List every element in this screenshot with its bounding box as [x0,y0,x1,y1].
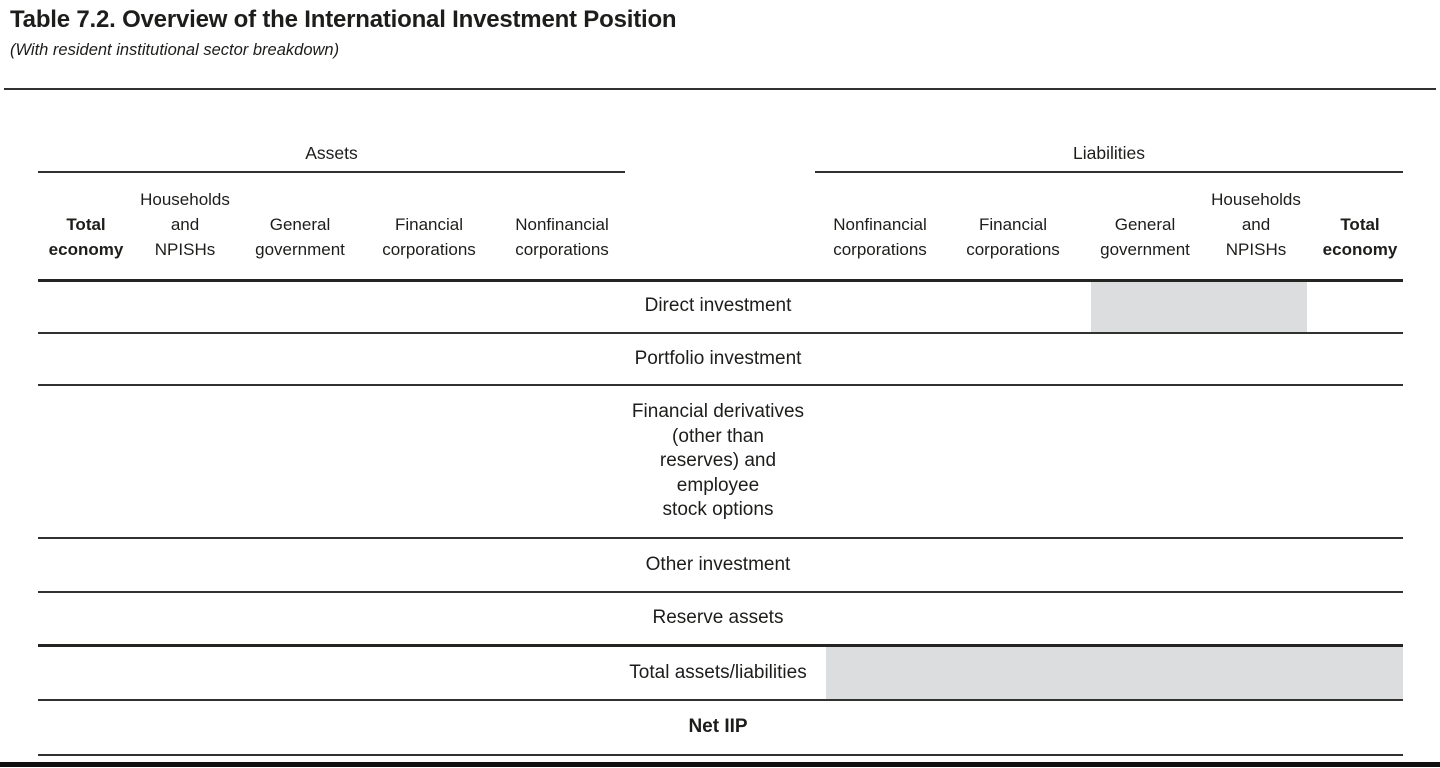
row-label-direct-investment: Direct investment [644,295,792,317]
column-header-assets-general-government: General government [255,215,345,259]
table-top-rule [38,279,1403,282]
title-rule [4,88,1436,90]
row-rule-4 [38,591,1403,593]
column-header-liabilities-total-economy: Total economy [1322,215,1398,259]
row-label-reserve-assets: Reserve assets [652,607,784,629]
column-header-assets-nonfinancial-corporations: Nonfinancial corporations [515,215,609,259]
row-rule-1 [38,332,1403,334]
page-bottom-rule [0,762,1440,767]
shaded-cell-direct-investment-liabilities [1091,282,1307,332]
row-label-financial-derivatives: Financial derivatives (other than reserv… [631,401,805,521]
row-label-other-investment: Other investment [645,553,791,575]
liabilities-group-label: Liabilities [1073,143,1145,163]
table-title: Table 7.2. Overview of the International… [10,6,677,33]
shaded-cell-total-assets-liabilities [826,647,1403,699]
liabilities-group-underline [815,171,1403,173]
assets-group-label: Assets [305,143,358,163]
column-header-assets-financial-corporations: Financial corporations [382,215,476,259]
row-label-net-iip: Net IIP [688,716,748,738]
column-header-liabilities-households-npishs: Households and NPISHs [1211,190,1301,259]
table-subtitle: (With resident institutional sector brea… [10,41,340,59]
column-header-liabilities-financial-corporations: Financial corporations [966,215,1060,259]
row-rule-3 [38,537,1403,539]
row-label-portfolio-investment: Portfolio investment [634,347,802,369]
row-rule-7 [38,754,1403,756]
column-header-assets-total-economy: Total economy [48,215,124,259]
column-header-assets-households-npishs: Households and NPISHs [140,190,230,259]
row-rule-5 [38,644,1403,647]
row-label-total-assets-liabilities: Total assets/liabilities [629,661,807,683]
column-header-liabilities-nonfinancial-corporations: Nonfinancial corporations [833,215,927,259]
row-rule-6 [38,699,1403,701]
row-rule-2 [38,384,1403,386]
column-header-liabilities-general-government: General government [1100,215,1190,259]
assets-group-underline [38,171,625,173]
